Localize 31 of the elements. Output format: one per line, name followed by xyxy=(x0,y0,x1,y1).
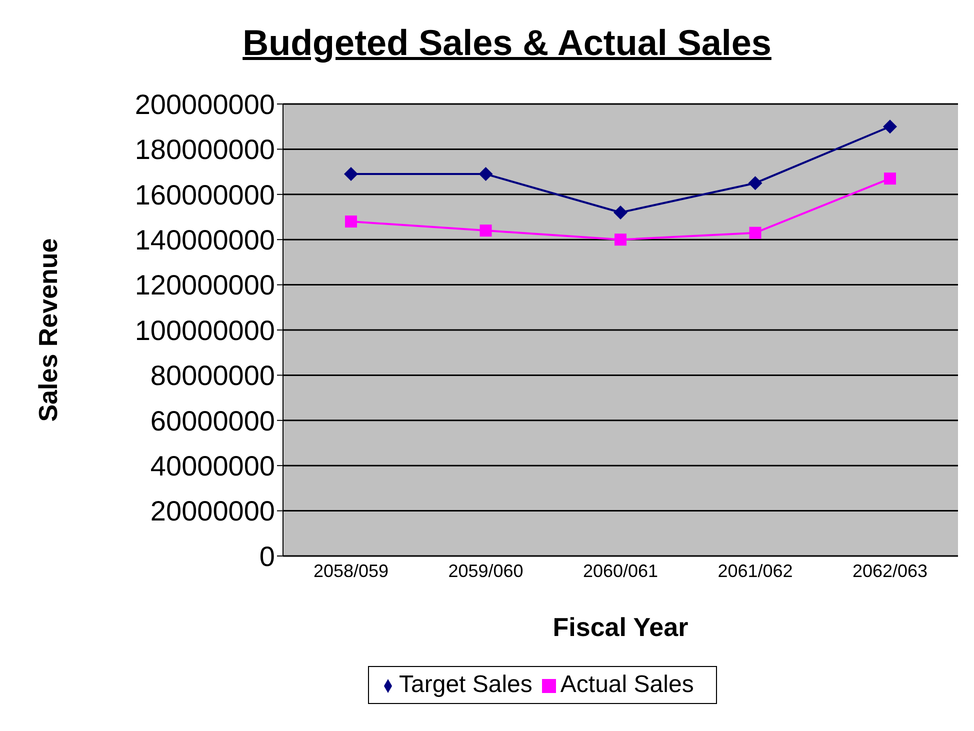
point xyxy=(749,226,762,239)
y-tick-label: 100000000 xyxy=(134,314,275,346)
point xyxy=(614,234,626,246)
legend-label: Actual Sales xyxy=(560,671,694,698)
x-tick-label: 2062/063 xyxy=(852,560,928,581)
chart-title: Budgeted Sales & Actual Sales xyxy=(242,21,772,64)
point xyxy=(480,224,492,237)
point xyxy=(883,120,897,134)
y-tick-label: 140000000 xyxy=(134,224,275,256)
point xyxy=(884,172,896,185)
x-axis-title: Fiscal Year xyxy=(552,612,688,642)
y-axis-title: Sales Revenue xyxy=(33,238,64,422)
y-tick-label: 200000000 xyxy=(134,88,275,120)
legend-label: Target Sales xyxy=(399,671,532,698)
point xyxy=(614,205,628,220)
point xyxy=(748,176,762,190)
y-tick-label: 0 xyxy=(259,540,275,572)
point xyxy=(478,167,493,182)
x-tick-label: 2059/060 xyxy=(448,560,524,581)
y-tick-label: 20000000 xyxy=(150,496,275,527)
x-tick-label: 2061/062 xyxy=(718,560,793,581)
y-tick-label: 160000000 xyxy=(134,179,275,210)
x-tick-label: 2060/061 xyxy=(582,560,658,581)
x-tick-label: 2058/059 xyxy=(313,560,389,581)
point xyxy=(345,216,357,228)
point xyxy=(344,167,358,182)
y-tick-label: 180000000 xyxy=(134,134,275,166)
y-tick-label: 60000000 xyxy=(150,405,275,436)
y-tick-label: 120000000 xyxy=(134,270,275,301)
y-tick-label: 80000000 xyxy=(150,360,275,392)
y-tick-label: 40000000 xyxy=(150,450,275,482)
